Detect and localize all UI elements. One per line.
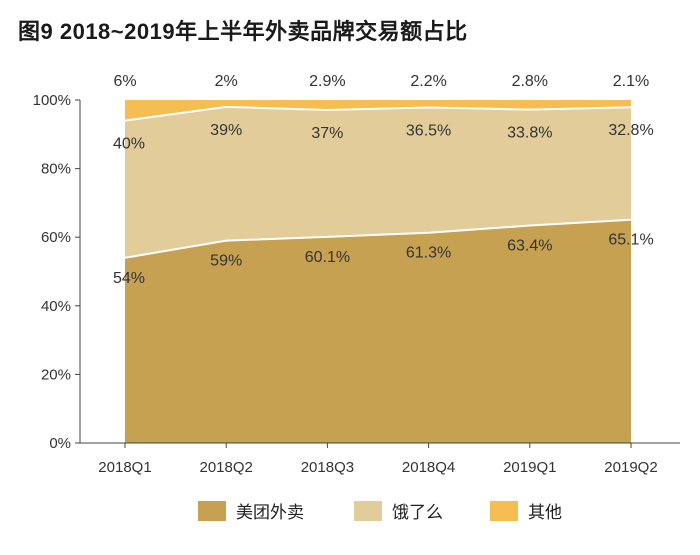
legend-label-meituan: 美团外卖 <box>236 503 304 522</box>
data-label-other: 2.8% <box>512 73 548 90</box>
y-tick-label: 100% <box>33 92 71 109</box>
legend-item-meituan: 美团外卖 <box>198 498 304 523</box>
area-series-0 <box>125 219 631 443</box>
x-tick-label: 2018Q1 <box>98 459 151 476</box>
data-label-meituan: 54% <box>113 270 145 287</box>
chart-title: 图9 2018~2019年上半年外卖品牌交易额占比 <box>18 19 468 44</box>
y-tick-label: 80% <box>41 161 71 178</box>
data-label-eleme: 36.5% <box>406 123 451 140</box>
x-tick-label: 2019Q2 <box>604 459 657 476</box>
x-tick-label: 2018Q4 <box>402 459 455 476</box>
data-label-other: 2% <box>215 73 238 90</box>
data-label-other: 2.1% <box>613 73 649 90</box>
series-boundary-1 <box>124 105 632 122</box>
legend-item-other: 其他 <box>490 498 562 523</box>
y-tick-label: 40% <box>41 298 71 315</box>
x-tick-label: 2019Q1 <box>503 459 556 476</box>
series-boundary-0 <box>124 218 632 259</box>
y-tick-label: 0% <box>49 435 71 452</box>
legend-swatch-meituan <box>198 500 226 521</box>
data-label-other: 2.2% <box>410 73 446 90</box>
data-label-eleme: 39% <box>210 122 242 139</box>
data-label-meituan: 63.4% <box>507 238 552 255</box>
data-label-eleme: 33.8% <box>507 125 552 142</box>
data-label-meituan: 65.1% <box>608 232 653 249</box>
data-label-other: 6% <box>113 73 136 90</box>
x-tick-label: 2018Q2 <box>200 459 253 476</box>
area-series-1 <box>125 106 631 258</box>
legend: 美团外卖 饿了么 其他 <box>0 498 700 528</box>
legend-label-eleme: 饿了么 <box>392 503 443 522</box>
data-label-meituan: 61.3% <box>406 245 451 262</box>
data-label-meituan: 60.1% <box>305 249 350 266</box>
data-label-eleme: 32.8% <box>608 122 653 139</box>
area-series-2 <box>125 100 631 121</box>
legend-swatch-eleme <box>354 500 382 521</box>
legend-label-other: 其他 <box>528 503 562 522</box>
y-tick-label: 60% <box>41 229 71 246</box>
data-label-meituan: 59% <box>210 253 242 270</box>
data-label-eleme: 40% <box>113 136 145 153</box>
legend-swatch-other <box>490 500 518 521</box>
y-tick-label: 20% <box>41 366 71 383</box>
legend-item-eleme: 饿了么 <box>354 498 443 523</box>
x-tick-label: 2018Q3 <box>301 459 354 476</box>
data-label-other: 2.9% <box>309 73 345 90</box>
data-label-eleme: 37% <box>311 125 343 142</box>
stacked-area-chart: 0% 20% 40% 60% 80% 100% 2018Q1 2018Q2 2018Q3 2018… <box>33 73 680 476</box>
